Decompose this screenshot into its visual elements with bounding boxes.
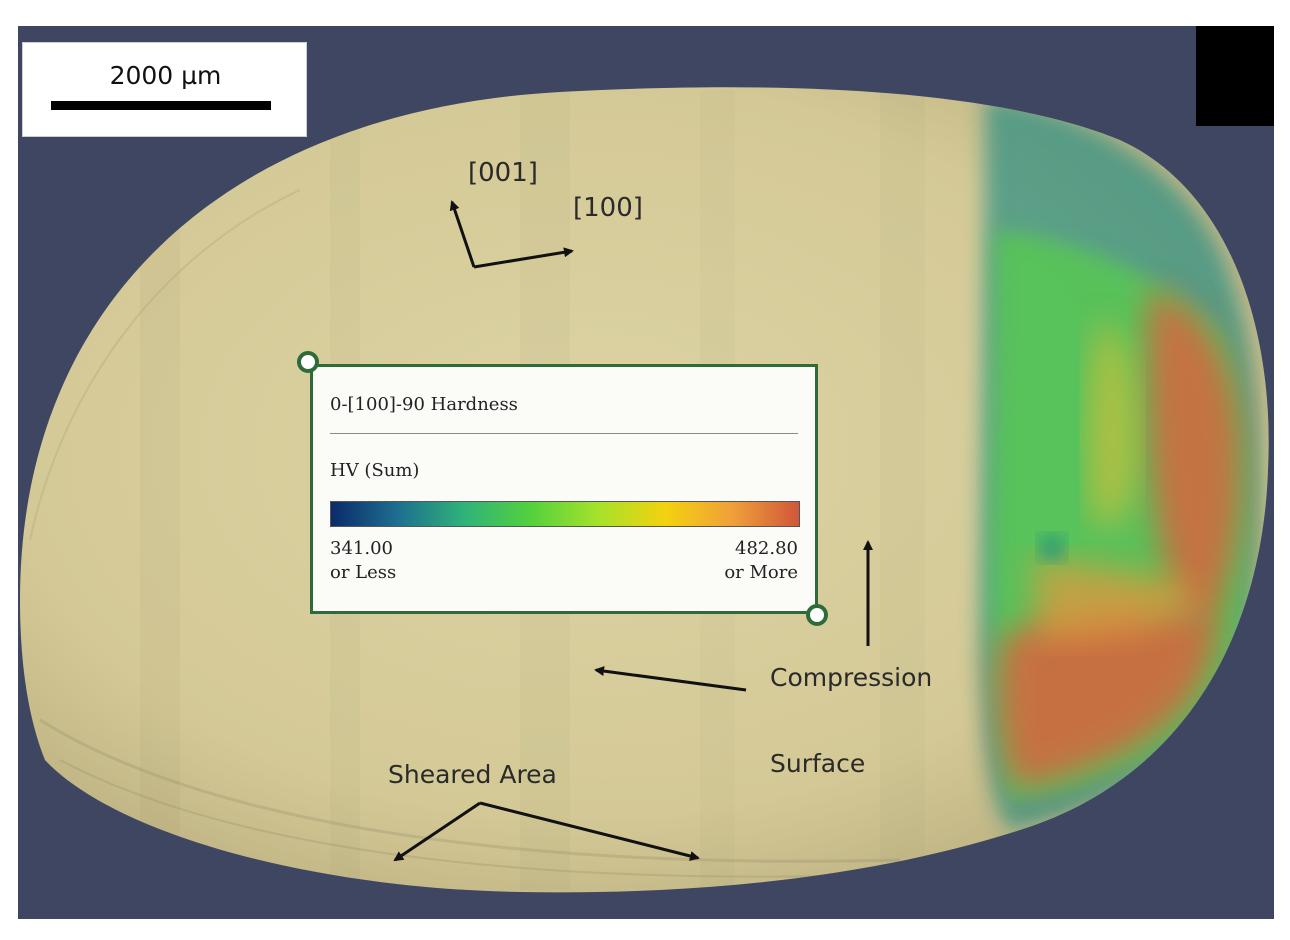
surface-label: Surface xyxy=(770,749,865,778)
legend-min: 341.00 or Less xyxy=(330,537,396,585)
legend-resize-handle-top-left[interactable] xyxy=(297,351,319,373)
axis-label-100: [100] xyxy=(573,193,643,223)
legend-resize-handle-bottom-right[interactable] xyxy=(806,604,828,626)
legend-max-value: 482.80 xyxy=(724,537,798,561)
scale-bar-label: 2000 µm xyxy=(23,61,308,90)
scale-bar-box: 2000 µm xyxy=(22,42,307,137)
legend-divider xyxy=(330,433,798,434)
legend-max-qualifier: or More xyxy=(724,561,798,585)
sheared-area-label: Sheared Area xyxy=(388,760,557,789)
hardness-legend[interactable]: 0-[100]-90 Hardness HV (Sum) 341.00 or L… xyxy=(310,364,818,614)
legend-max: 482.80 or More xyxy=(724,537,798,585)
legend-colorbar xyxy=(330,501,800,527)
legend-min-qualifier: or Less xyxy=(330,561,396,585)
scale-bar-line xyxy=(51,101,271,110)
black-corner-right xyxy=(1196,26,1274,126)
legend-min-value: 341.00 xyxy=(330,537,396,561)
legend-title: 0-[100]-90 Hardness xyxy=(330,394,518,415)
legend-quantity: HV (Sum) xyxy=(330,460,419,481)
axis-label-001: [001] xyxy=(468,158,538,188)
compression-label: Compression xyxy=(770,663,932,692)
